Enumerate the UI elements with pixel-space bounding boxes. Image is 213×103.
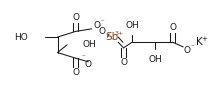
Text: O: O <box>99 27 106 36</box>
Text: O: O <box>85 60 92 69</box>
Text: O: O <box>184 46 191 55</box>
Text: O: O <box>72 13 79 22</box>
Text: ⁻: ⁻ <box>190 44 194 50</box>
Text: OH: OH <box>125 21 139 30</box>
Text: O: O <box>120 58 127 67</box>
Text: +: + <box>201 36 207 42</box>
Text: Sb: Sb <box>106 32 119 42</box>
Text: O: O <box>94 21 101 30</box>
Text: ⁻: ⁻ <box>98 25 102 31</box>
Text: ⁻: ⁻ <box>100 19 104 25</box>
Text: 3+: 3+ <box>114 31 124 36</box>
Text: ⁻: ⁻ <box>81 54 85 60</box>
Text: O: O <box>169 23 176 32</box>
Text: OH: OH <box>83 40 96 49</box>
Text: K: K <box>196 37 203 47</box>
Text: HO: HO <box>14 33 28 42</box>
Text: O: O <box>72 68 79 77</box>
Text: OH: OH <box>149 55 162 64</box>
